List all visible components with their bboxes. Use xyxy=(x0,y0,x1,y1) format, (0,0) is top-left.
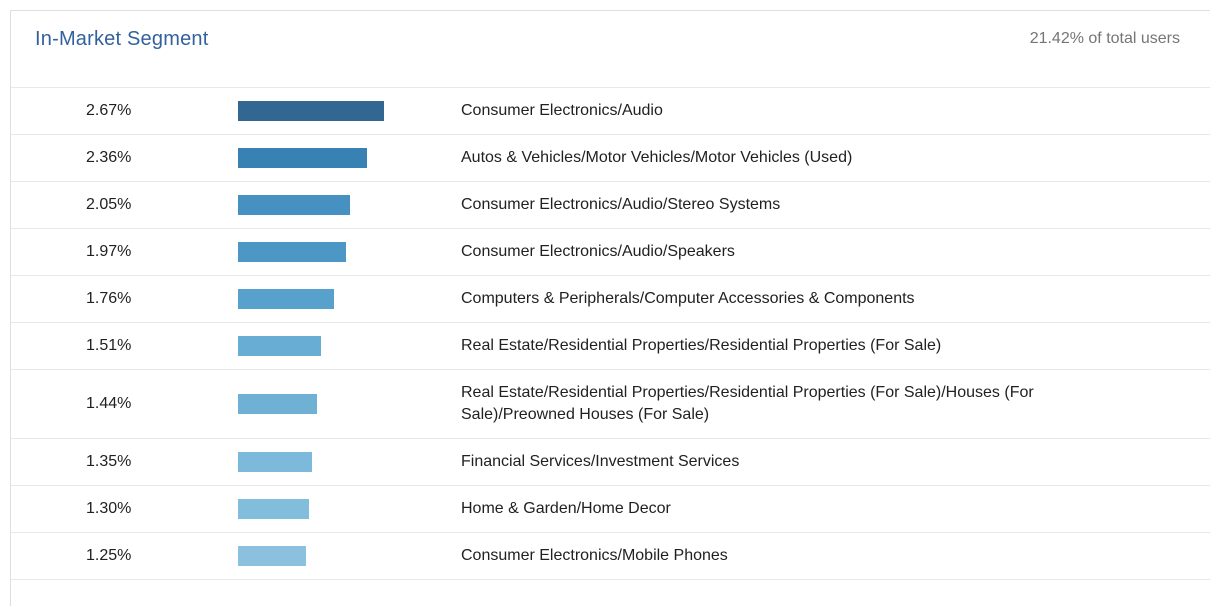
bar xyxy=(238,289,334,309)
row-label: Consumer Electronics/Audio/Speakers xyxy=(461,243,735,260)
in-market-segment-card: In-Market Segment 21.42% of total users … xyxy=(10,10,1210,606)
row-bar-area xyxy=(238,148,451,168)
bar xyxy=(238,336,321,356)
percent-of-total-users: 21.42% of total users xyxy=(1029,30,1180,47)
row-label: Consumer Electronics/Audio xyxy=(461,102,663,119)
bar xyxy=(238,546,306,566)
table-row: 1.25% Consumer Electronics/Mobile Phones xyxy=(11,532,1210,579)
table-row: 2.67% Consumer Electronics/Audio xyxy=(11,87,1210,134)
row-label: Real Estate/Residential Properties/Resid… xyxy=(461,384,1034,423)
table-row: 1.35% Financial Services/Investment Servi… xyxy=(11,438,1210,485)
bar xyxy=(238,394,317,414)
table-row: 1.44% Real Estate/Residential Properties/… xyxy=(11,369,1210,438)
card-title: In-Market Segment xyxy=(35,28,209,50)
row-percent: 1.51% xyxy=(86,337,132,354)
row-bar-area xyxy=(238,499,451,519)
segment-rows: 2.67% Consumer Electronics/Audio 2.36% Auto… xyxy=(11,87,1210,580)
row-bar-area xyxy=(238,195,451,215)
row-label: Financial Services/Investment Services xyxy=(461,453,740,470)
row-percent: 2.05% xyxy=(86,196,132,213)
row-label: Home & Garden/Home Decor xyxy=(461,500,671,517)
bar xyxy=(238,101,384,121)
row-bar-area xyxy=(238,394,451,414)
table-row: 2.36% Autos & Vehicles/Motor Vehicles/Mot… xyxy=(11,134,1210,181)
table-row: 2.05% Consumer Electronics/Audio/Stereo S… xyxy=(11,181,1210,228)
row-label: Computers & Peripherals/Computer Accesso… xyxy=(461,290,915,307)
row-percent: 1.97% xyxy=(86,243,132,260)
bar xyxy=(238,195,350,215)
row-bar-area xyxy=(238,101,451,121)
row-label: Consumer Electronics/Mobile Phones xyxy=(461,547,728,564)
row-bar-area xyxy=(238,452,451,472)
bar xyxy=(238,242,346,262)
row-percent: 2.36% xyxy=(86,149,132,166)
row-percent: 1.76% xyxy=(86,290,132,307)
bar xyxy=(238,148,367,168)
table-row: 1.97% Consumer Electronics/Audio/Speakers xyxy=(11,228,1210,275)
row-percent: 2.67% xyxy=(86,102,132,119)
row-percent: 1.25% xyxy=(86,547,132,564)
row-percent: 1.30% xyxy=(86,500,132,517)
row-bar-area xyxy=(238,336,451,356)
row-percent: 1.44% xyxy=(86,395,132,412)
row-label: Real Estate/Residential Properties/Resid… xyxy=(461,337,942,354)
row-bar-area xyxy=(238,242,451,262)
row-label: Consumer Electronics/Audio/Stereo System… xyxy=(461,196,781,213)
row-bar-area xyxy=(238,289,451,309)
row-label: Autos & Vehicles/Motor Vehicles/Motor Ve… xyxy=(461,149,853,166)
table-row: 1.76% Computers & Peripherals/Computer Ac… xyxy=(11,275,1210,322)
table-row: 1.51% Real Estate/Residential Properties/… xyxy=(11,322,1210,369)
row-bar-area xyxy=(238,546,451,566)
card-header: In-Market Segment 21.42% of total users xyxy=(11,11,1210,51)
row-percent: 1.35% xyxy=(86,453,132,470)
bar xyxy=(238,452,312,472)
bar xyxy=(238,499,309,519)
table-row: 1.30% Home & Garden/Home Decor xyxy=(11,485,1210,532)
